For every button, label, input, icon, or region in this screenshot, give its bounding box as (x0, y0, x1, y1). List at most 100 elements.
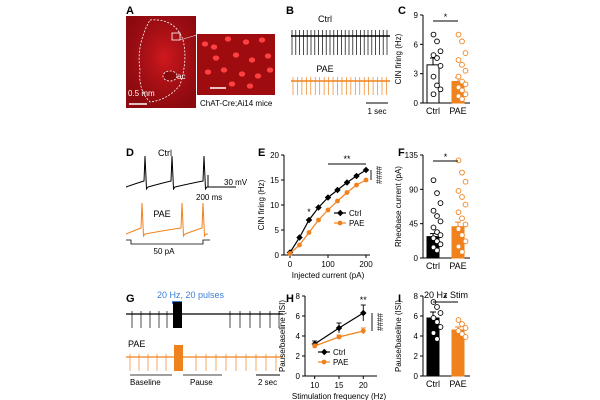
data-point-pae (459, 38, 465, 45)
legend-marker (321, 359, 327, 365)
y-tick-label: 5 (275, 226, 280, 235)
cin-cell (248, 57, 256, 63)
data-point-ctrl (430, 177, 437, 184)
data-point-ctrl (437, 241, 444, 248)
y-tick-label: 2 (296, 352, 301, 361)
y-tick-label: 0 (296, 372, 301, 381)
significance-marker: * (444, 293, 448, 303)
data-point-pae (462, 178, 469, 185)
pause-label: Pause (190, 378, 213, 387)
side-significance-marker: #### (374, 166, 383, 184)
y-tick-label: 0 (275, 251, 280, 260)
data-point-pae (335, 198, 340, 204)
panel-f-letter: F (398, 147, 405, 159)
x-axis-label: Injected current (pA) (292, 271, 365, 280)
significance-marker: * (444, 152, 448, 162)
cin-cell (264, 53, 272, 59)
y-tick-label: 9 (414, 11, 419, 20)
significance-marker: ** (343, 154, 351, 164)
data-point-ctrl (437, 86, 444, 93)
cin-cell (242, 39, 250, 45)
data-point-ctrl (343, 179, 351, 186)
step-label: 50 pA (154, 247, 176, 256)
legend-label: PAE (333, 358, 348, 367)
data-point-ctrl (437, 218, 444, 225)
pae-voltage-trace (125, 202, 208, 238)
data-point-ctrl (434, 304, 440, 310)
data-point-ctrl (305, 216, 313, 224)
ctrl-stim-trace (126, 302, 283, 328)
zoom-box (171, 32, 181, 41)
data-point-pae (462, 91, 469, 98)
panel-c-letter: C (398, 5, 406, 17)
cin-cell (210, 44, 218, 50)
x-tick-label: 100 (321, 260, 335, 269)
data-point-pae (455, 317, 462, 323)
x-category-label: PAE (449, 106, 466, 116)
data-point-pae (462, 238, 469, 245)
data-point-pae (455, 157, 462, 164)
y-tick-label: 6 (296, 312, 301, 321)
y-tick-label: 135 (405, 151, 419, 160)
data-point-pae (459, 232, 465, 238)
striatum-outline (138, 19, 186, 103)
bar-pae (451, 329, 465, 377)
data-point-pae (462, 67, 469, 74)
data-point-ctrl (430, 244, 437, 251)
cin-cell (254, 73, 262, 79)
ctrl-label-d: Ctrl (158, 148, 172, 158)
data-point-ctrl (430, 91, 437, 98)
y-tick-label: 45 (409, 220, 418, 229)
data-point-pae (455, 328, 462, 334)
pae-spike-train (291, 77, 390, 95)
scale-mv-label: 30 mV (224, 178, 248, 187)
cin-cell (201, 41, 209, 47)
y-tick-label: 0 (414, 99, 419, 108)
striatum-image (126, 16, 196, 108)
data-point-pae (459, 194, 465, 200)
data-point-pae (455, 226, 462, 232)
data-point-ctrl (434, 190, 440, 196)
current-step (126, 239, 210, 245)
cin-cell (232, 52, 240, 58)
data-point-pae (459, 331, 465, 337)
y-tick-label: 8 (414, 292, 419, 301)
pae-label-g: PAE (128, 339, 145, 349)
y-axis-label: CIN firing (Hz) (257, 179, 266, 230)
cin-cell (204, 69, 212, 75)
data-point-ctrl (430, 73, 437, 80)
data-point-pae (455, 209, 462, 216)
pae-label-d: PAE (153, 209, 170, 219)
data-point-ctrl (437, 232, 444, 238)
data-point-pae (455, 31, 462, 38)
y-tick-label: 0 (414, 372, 419, 381)
data-point-pae (455, 243, 462, 250)
x-category-label: Ctrl (426, 379, 440, 389)
pae-stim-trace (126, 345, 283, 371)
data-point-ctrl (430, 224, 437, 231)
data-point-pae (325, 207, 331, 213)
data-point-pae (455, 93, 462, 100)
y-tick-label: 90 (409, 185, 418, 194)
data-point-ctrl (315, 204, 322, 211)
panel-h-letter: H (286, 293, 294, 305)
y-tick-label: 10 (270, 201, 279, 210)
data-point-pae (455, 73, 462, 80)
stim-artifact (173, 302, 182, 328)
data-point-pae (459, 62, 465, 68)
cin-zoom-image (197, 34, 275, 95)
x-category-label: PAE (449, 261, 466, 271)
data-point-pae (459, 96, 465, 102)
data-point-ctrl (430, 52, 437, 58)
data-point-pae (316, 217, 321, 223)
data-point-ctrl (296, 234, 303, 241)
ac-label: ac (177, 72, 185, 81)
scale-label-g: 2 sec (258, 378, 277, 387)
data-point-ctrl (434, 247, 440, 254)
data-point-pae (459, 249, 465, 255)
significance-marker: * (444, 12, 448, 22)
data-point-pae (354, 182, 359, 188)
chart-c: 0 3 6 9 CIN firing (Hz) Ctrl PAE * (394, 11, 470, 116)
x-tick-label: 20 (359, 381, 368, 390)
panel-e-letter: E (258, 147, 265, 159)
